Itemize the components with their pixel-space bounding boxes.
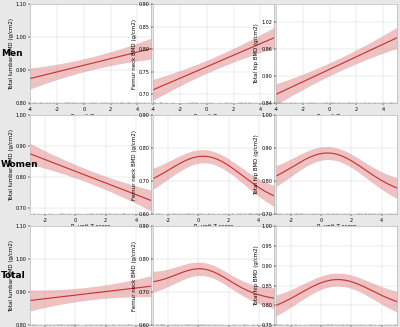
X-axis label: P, unit Z score: P, unit Z score	[71, 113, 110, 118]
Y-axis label: Total lumbar BMD (g/cm2): Total lumbar BMD (g/cm2)	[8, 240, 14, 312]
Text: Women: Women	[1, 160, 38, 169]
Y-axis label: Total hip BMD (g/cm2): Total hip BMD (g/cm2)	[254, 134, 260, 195]
X-axis label: P, unit Z score: P, unit Z score	[194, 113, 233, 118]
X-axis label: P, unit Z score: P, unit Z score	[317, 113, 356, 118]
Y-axis label: Total lumbar BMD (g/cm2): Total lumbar BMD (g/cm2)	[8, 18, 14, 90]
Y-axis label: Total lumbar BMD (g/cm2): Total lumbar BMD (g/cm2)	[8, 129, 14, 201]
Y-axis label: Total hip BMD (g/cm2): Total hip BMD (g/cm2)	[254, 245, 260, 306]
Y-axis label: Femur neck BMD (g/cm2): Femur neck BMD (g/cm2)	[132, 241, 136, 311]
Text: Men: Men	[1, 49, 22, 58]
X-axis label: P, unit Z score: P, unit Z score	[194, 224, 233, 229]
Y-axis label: Total hip BMD (g/cm2): Total hip BMD (g/cm2)	[254, 23, 260, 84]
Y-axis label: Femur neck BMD (g/cm2): Femur neck BMD (g/cm2)	[132, 129, 136, 200]
X-axis label: P, unit Z score: P, unit Z score	[317, 224, 356, 229]
Text: Total: Total	[1, 271, 26, 280]
Y-axis label: Femur neck BMD (g/cm2): Femur neck BMD (g/cm2)	[132, 19, 136, 89]
X-axis label: P, unit Z score: P, unit Z score	[71, 224, 110, 229]
